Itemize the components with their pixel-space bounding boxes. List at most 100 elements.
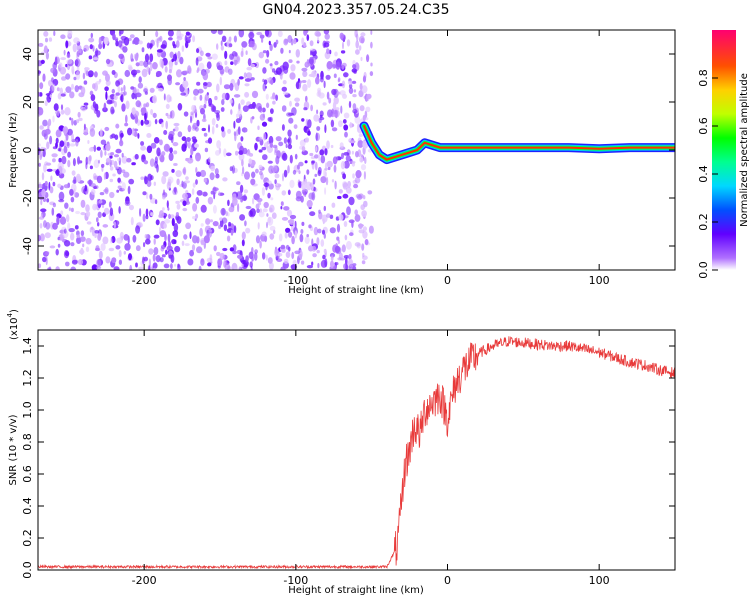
noise-speck — [155, 219, 160, 226]
noise-speck — [71, 133, 74, 141]
noise-speck — [137, 133, 140, 139]
noise-speck — [318, 152, 321, 162]
noise-speck — [270, 197, 274, 201]
noise-speck — [266, 77, 271, 81]
noise-speck — [219, 252, 225, 261]
noise-speck — [324, 162, 328, 171]
noise-speck — [238, 76, 244, 80]
noise-speck — [77, 259, 84, 265]
noise-speck — [143, 242, 146, 248]
noise-speck — [230, 229, 234, 236]
noise-speck — [124, 69, 131, 78]
noise-speck — [271, 212, 277, 219]
noise-speck — [187, 125, 192, 133]
noise-speck — [109, 237, 113, 244]
noise-speck — [319, 110, 324, 117]
noise-speck — [196, 236, 200, 244]
noise-speck — [267, 117, 272, 122]
noise-speck — [115, 245, 121, 250]
noise-speck — [311, 183, 314, 191]
colorbar-label: Normalized spectral amplitude — [739, 73, 750, 227]
noise-speck — [352, 64, 357, 69]
noise-speck — [57, 148, 61, 152]
noise-speck — [40, 59, 45, 64]
noise-speck — [196, 69, 199, 73]
noise-speck — [214, 95, 218, 101]
noise-speck — [51, 83, 56, 92]
noise-speck — [345, 240, 352, 250]
x-tick-label: -100 — [283, 274, 308, 287]
noise-speck — [124, 122, 129, 127]
noise-speck — [199, 94, 203, 101]
noise-speck — [345, 155, 351, 162]
noise-speck — [210, 30, 217, 34]
noise-speck — [115, 40, 119, 47]
noise-speck — [42, 119, 48, 127]
noise-speck — [342, 193, 349, 199]
noise-speck — [214, 168, 219, 175]
noise-speck — [212, 186, 217, 195]
noise-speck — [248, 251, 254, 260]
noise-speck — [113, 154, 120, 158]
noise-speck — [194, 143, 199, 148]
noise-speck — [207, 229, 212, 238]
noise-speck — [287, 144, 293, 150]
x-tick-label: 0 — [444, 274, 451, 287]
noise-speck — [135, 262, 138, 268]
noise-speck — [175, 212, 179, 217]
noise-speck — [65, 40, 69, 49]
noise-speck — [55, 137, 59, 144]
noise-speck — [311, 245, 317, 252]
noise-speck — [315, 146, 318, 152]
noise-speck — [60, 57, 67, 61]
noise-speck — [167, 30, 174, 37]
noise-speck — [312, 178, 316, 185]
noise-speck — [58, 157, 62, 163]
noise-speck — [60, 104, 64, 111]
noise-speck — [154, 118, 158, 125]
noise-speck — [220, 40, 223, 47]
noise-speck — [60, 93, 66, 97]
noise-speck — [70, 232, 75, 241]
noise-speck — [58, 199, 65, 203]
noise-speck — [256, 208, 260, 213]
noise-speck — [213, 191, 216, 200]
noise-speck — [287, 138, 290, 143]
noise-speck — [282, 152, 288, 161]
noise-speck — [280, 201, 284, 206]
noise-speck — [192, 35, 196, 43]
noise-speck — [155, 255, 161, 263]
noise-speck — [43, 45, 48, 54]
noise-speck — [88, 179, 92, 187]
noise-speck — [143, 60, 149, 68]
noise-speck — [181, 240, 185, 246]
noise-speck — [258, 164, 263, 170]
noise-speck — [43, 220, 47, 228]
noise-speck — [166, 245, 173, 251]
noise-speck — [340, 105, 343, 114]
noise-speck — [324, 33, 330, 40]
spectrogram-noise — [38, 30, 374, 270]
noise-speck — [55, 169, 60, 175]
noise-speck — [323, 248, 327, 254]
noise-speck — [68, 228, 75, 233]
noise-speck — [152, 95, 158, 104]
noise-speck — [293, 124, 298, 129]
noise-speck — [343, 72, 349, 78]
noise-speck — [103, 172, 106, 180]
noise-speck — [300, 181, 307, 190]
noise-speck — [300, 195, 304, 203]
ridge-layer — [361, 123, 675, 163]
noise-speck — [78, 117, 83, 122]
noise-speck — [286, 209, 293, 217]
noise-speck — [98, 36, 102, 46]
noise-speck — [119, 139, 124, 147]
noise-speck — [70, 266, 76, 270]
noise-speck — [306, 199, 313, 208]
noise-speck — [342, 41, 344, 50]
noise-speck — [185, 222, 192, 230]
noise-speck — [131, 58, 134, 62]
noise-speck — [121, 152, 124, 158]
noise-speck — [94, 50, 101, 56]
noise-speck — [333, 164, 337, 173]
